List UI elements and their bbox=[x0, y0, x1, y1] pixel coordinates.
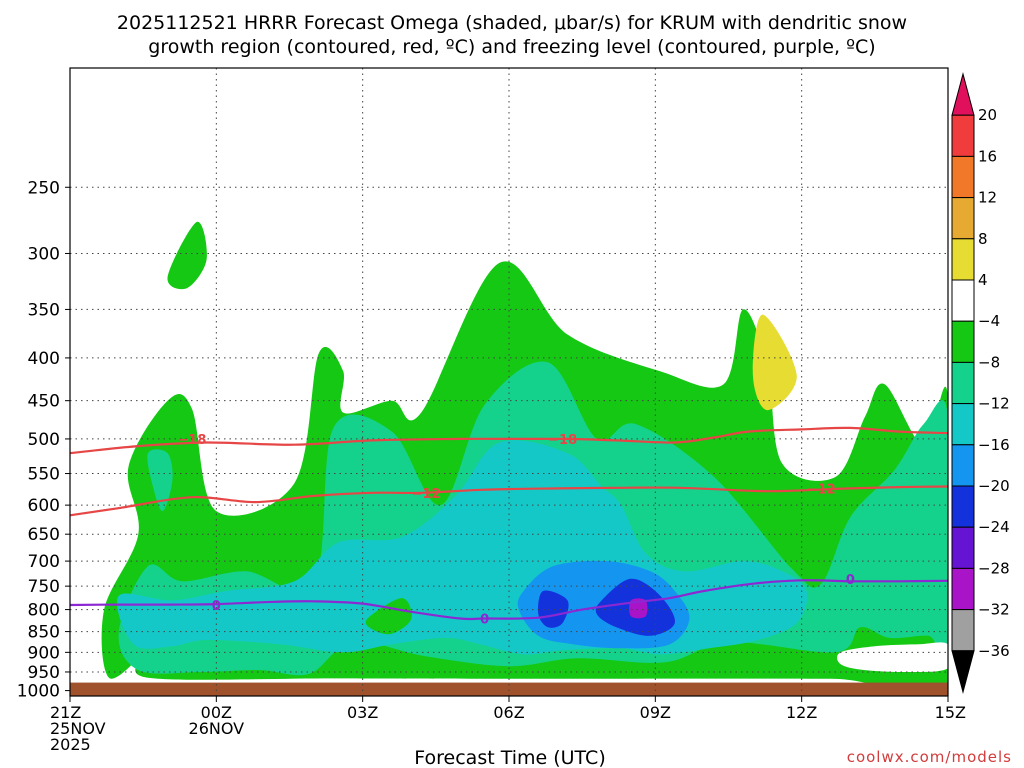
x-tick-label-3-0: 00Z bbox=[201, 703, 232, 722]
colorbar-band-10 bbox=[951, 485, 975, 528]
ground-bar bbox=[70, 682, 948, 696]
credit-text: coolwx.com/models bbox=[847, 748, 1012, 766]
x-tick-label-0-2: 2025 bbox=[50, 735, 91, 754]
y-tick-label-900: 900 bbox=[28, 643, 60, 663]
omega-patch-2 bbox=[167, 221, 207, 290]
contour-label--12: −12 bbox=[412, 487, 441, 502]
omega-patch-3 bbox=[147, 449, 173, 512]
chart-title-line-2: growth region (contoured, red, ºC) and f… bbox=[148, 36, 875, 58]
colorbar-label-10: −24 bbox=[978, 518, 1010, 536]
colorbar-label-11: −28 bbox=[978, 559, 1010, 577]
omega-region-4 bbox=[538, 590, 569, 628]
contour-0 bbox=[69, 579, 949, 621]
colorbar-label-1: 16 bbox=[978, 147, 997, 165]
y-tick-label-950: 950 bbox=[28, 663, 60, 683]
y-tick-label-850: 850 bbox=[28, 623, 60, 643]
x-tick-label-18-0: 15Z bbox=[935, 703, 966, 722]
colorbar-label-9: −20 bbox=[978, 477, 1010, 495]
y-tick-label-1000: 1000 bbox=[17, 682, 60, 702]
contour-label-extra-2: 0 bbox=[480, 613, 489, 628]
colorbar-label-7: −12 bbox=[978, 395, 1010, 413]
colorbar-label-3: 8 bbox=[978, 230, 988, 248]
contour--18 bbox=[69, 426, 949, 455]
omega-patch-0 bbox=[752, 314, 797, 411]
colorbar-label-13: −36 bbox=[978, 642, 1010, 660]
colorbar-band-1 bbox=[951, 114, 975, 157]
y-tick-label-500: 500 bbox=[28, 430, 60, 450]
colorbar-band-5 bbox=[951, 279, 975, 322]
colorbar-label-6: −8 bbox=[978, 353, 1000, 371]
contour-label-0: 0 bbox=[212, 599, 221, 614]
omega-patch-4 bbox=[365, 598, 412, 635]
x-tick-label-9-0: 06Z bbox=[493, 703, 524, 722]
x-tick-label-3-1: 26NOV bbox=[189, 719, 245, 738]
colorbar-band-2 bbox=[951, 155, 975, 199]
contour-label-extra-0: −18 bbox=[548, 433, 577, 448]
y-tick-label-350: 350 bbox=[28, 300, 60, 320]
x-tick-label-15-0: 12Z bbox=[786, 703, 817, 722]
contour-label-extra-3: 0 bbox=[846, 573, 855, 588]
colorbar-label-5: −4 bbox=[978, 312, 1000, 330]
colorbar-label-2: 12 bbox=[978, 189, 997, 207]
chart-title-line-1: 2025112521 HRRR Forecast Omega (shaded, … bbox=[117, 12, 907, 34]
colorbar-band-6 bbox=[951, 320, 975, 363]
colorbar-band-11 bbox=[951, 526, 975, 569]
colorbar-label-0: 20 bbox=[978, 106, 997, 124]
colorbar-label-4: 4 bbox=[978, 271, 988, 289]
y-tick-label-450: 450 bbox=[28, 392, 60, 412]
y-tick-label-300: 300 bbox=[28, 244, 60, 264]
x-tick-label-6-0: 03Z bbox=[347, 703, 378, 722]
omega-shading bbox=[101, 221, 948, 696]
y-tick-label-800: 800 bbox=[28, 601, 60, 621]
y-tick-label-550: 550 bbox=[28, 465, 60, 485]
colorbar-label-12: −32 bbox=[978, 601, 1010, 619]
colorbar-band-0 bbox=[951, 72, 975, 116]
contours: −18 −12 0 −18 −12 0 0 bbox=[69, 426, 949, 628]
x-axis-label: Forecast Time (UTC) bbox=[414, 747, 605, 768]
y-tick-label-750: 750 bbox=[28, 577, 60, 597]
colorbar-band-14 bbox=[951, 650, 975, 694]
colorbar-band-8 bbox=[951, 403, 975, 446]
x-tick-label-0-1: 25NOV bbox=[50, 719, 106, 738]
contour-label-extra-1: −12 bbox=[807, 482, 836, 497]
x-tick-label-12-0: 09Z bbox=[640, 703, 671, 722]
grid-lines bbox=[70, 68, 948, 696]
contour--12 bbox=[69, 485, 949, 517]
plot-area: −18 −12 0 −18 −12 0 0 bbox=[69, 67, 949, 697]
contour-label--18: −18 bbox=[177, 433, 206, 448]
y-tick-label-400: 400 bbox=[28, 349, 60, 369]
y-tick-label-650: 650 bbox=[28, 525, 60, 545]
omega-patch-1 bbox=[837, 642, 948, 673]
y-tick-label-600: 600 bbox=[28, 496, 60, 516]
colorbar-band-13 bbox=[951, 609, 975, 652]
x-tick-label-0-0: 21Z bbox=[50, 703, 81, 722]
y-axis: 2503003504004505005506006507007508008509… bbox=[17, 178, 70, 702]
colorbar-label-8: −16 bbox=[978, 436, 1010, 454]
colorbar-band-12 bbox=[951, 567, 975, 611]
colorbar-band-9 bbox=[951, 444, 975, 487]
y-tick-label-250: 250 bbox=[28, 178, 60, 198]
colorbar-band-4 bbox=[951, 238, 975, 281]
colorbar: 20 16 12 8 4 −4 −8 −12 −16 −20 −24 −28 −32 −36 bbox=[951, 72, 1010, 694]
colorbar-band-3 bbox=[951, 197, 975, 240]
colorbar-band-7 bbox=[951, 361, 975, 405]
y-tick-label-700: 700 bbox=[28, 552, 60, 572]
